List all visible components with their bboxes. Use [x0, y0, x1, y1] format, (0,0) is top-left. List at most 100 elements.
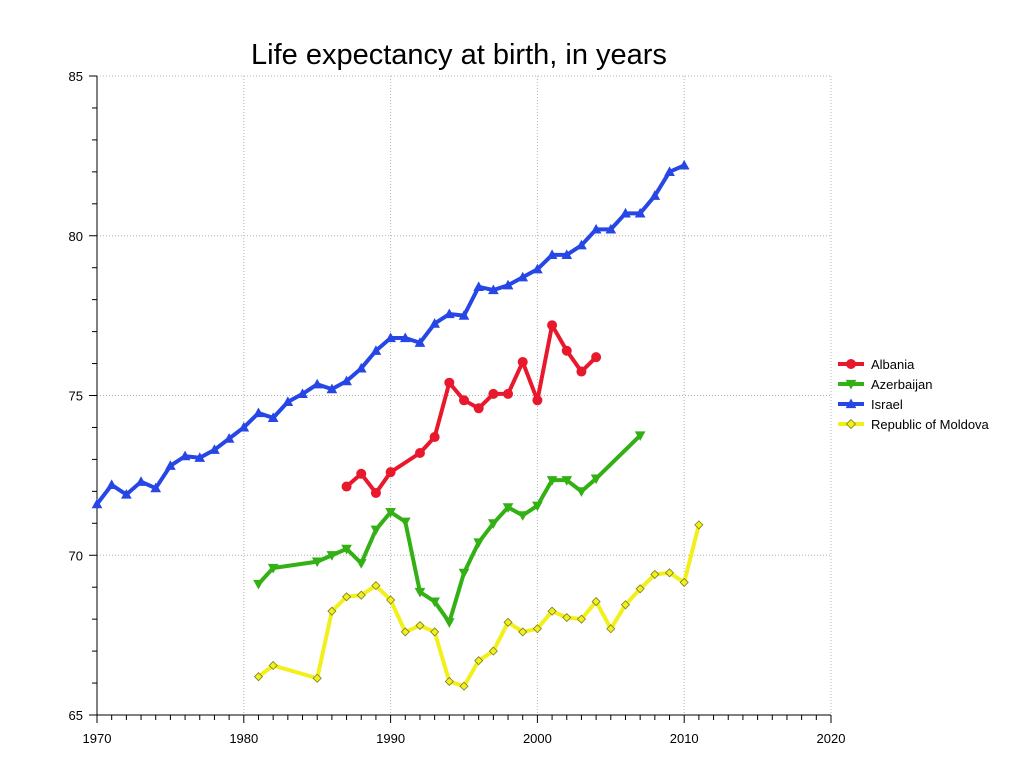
data-point-israel — [678, 159, 690, 170]
data-point-azerbaijan — [429, 597, 440, 608]
data-point-albania — [429, 432, 440, 443]
data-point-azerbaijan — [326, 551, 338, 561]
data-point-republic-of-moldova — [664, 568, 675, 578]
data-point-albania — [385, 467, 396, 478]
data-point-republic-of-moldova — [503, 617, 513, 627]
data-point-israel — [253, 407, 264, 418]
x-tick-label: 2000 — [523, 731, 552, 746]
data-point-albania — [488, 388, 499, 399]
legend: Albania Azerbaijan Israel Republic of Moldo… — [838, 357, 990, 432]
data-point-republic-of-moldova — [532, 624, 542, 634]
data-point-israel — [590, 223, 602, 234]
data-point-israel — [91, 498, 103, 509]
data-point-israel — [429, 318, 440, 328]
x-tick-label: 1990 — [376, 731, 405, 746]
data-point-israel — [399, 332, 411, 343]
data-point-israel — [502, 279, 514, 290]
data-point-azerbaijan — [634, 431, 646, 441]
chart-title: Life expectancy at birth, in years — [251, 39, 667, 71]
data-point-azerbaijan — [385, 508, 396, 518]
data-point-israel — [267, 412, 279, 422]
data-point-israel — [355, 362, 367, 373]
series-republic-of-moldova — [253, 520, 704, 691]
data-point-israel — [135, 476, 147, 486]
data-point-israel — [414, 337, 426, 347]
y-tick-label: 85 — [69, 69, 83, 84]
data-point-israel — [194, 452, 206, 462]
legend-item-israel: Israel — [838, 397, 903, 412]
x-tick-label: 2020 — [817, 731, 846, 746]
x-tick-label: 1970 — [83, 731, 112, 746]
data-point-albania — [414, 448, 425, 459]
data-point-albania — [532, 395, 543, 406]
data-point-azerbaijan — [590, 474, 602, 485]
data-point-israel — [546, 249, 558, 260]
series-group — [91, 159, 704, 691]
series-albania — [341, 320, 602, 498]
data-point-azerbaijan — [473, 538, 485, 548]
data-point-republic-of-moldova — [268, 660, 278, 671]
data-point-republic-of-moldova — [474, 656, 484, 666]
legend-marker-albania — [846, 359, 856, 369]
data-point-albania — [503, 388, 514, 399]
data-point-azerbaijan — [458, 568, 470, 579]
legend-label-albania: Albania — [871, 357, 915, 372]
data-point-republic-of-moldova — [635, 584, 645, 594]
data-point-israel — [179, 450, 191, 461]
data-point-israel — [150, 482, 162, 493]
data-point-israel — [209, 444, 220, 454]
data-point-israel — [385, 332, 396, 343]
data-point-israel — [517, 271, 529, 282]
data-point-azerbaijan — [576, 487, 587, 497]
data-point-azerbaijan — [355, 559, 367, 569]
data-point-israel — [341, 375, 352, 386]
data-point-israel — [370, 345, 382, 355]
data-point-israel — [238, 421, 250, 432]
data-point-azerbaijan — [488, 519, 499, 529]
x-tick-label: 1980 — [229, 731, 258, 746]
data-point-azerbaijan — [341, 544, 352, 555]
legend-item-azerbaijan: Azerbaijan — [838, 377, 932, 392]
data-point-republic-of-moldova — [459, 681, 469, 691]
data-point-republic-of-moldova — [488, 646, 498, 656]
data-point-albania — [576, 366, 587, 377]
data-point-republic-of-moldova — [415, 620, 425, 631]
data-point-republic-of-moldova — [400, 627, 410, 637]
data-point-albania — [356, 468, 367, 479]
data-point-israel — [443, 308, 455, 319]
data-point-republic-of-moldova — [562, 612, 572, 623]
data-point-republic-of-moldova — [694, 520, 704, 530]
y-tick-label: 80 — [69, 229, 83, 244]
data-point-republic-of-moldova — [430, 627, 440, 637]
data-point-republic-of-moldova — [576, 614, 587, 624]
data-point-republic-of-moldova — [371, 581, 381, 591]
legend-marker-azerbaijan — [845, 379, 857, 390]
y-tick-label: 75 — [69, 389, 83, 404]
data-point-republic-of-moldova — [444, 676, 454, 687]
data-point-israel — [165, 460, 176, 470]
legend-label-azerbaijan: Azerbaijan — [871, 377, 932, 392]
data-point-azerbaijan — [253, 579, 264, 590]
data-point-republic-of-moldova — [356, 590, 366, 600]
data-point-azerbaijan — [443, 618, 455, 628]
legend-marker-israel — [845, 398, 857, 409]
data-point-azerbaijan — [311, 557, 323, 568]
series-israel — [91, 159, 690, 509]
data-point-azerbaijan — [399, 517, 411, 528]
data-point-israel — [121, 489, 132, 499]
data-point-israel — [634, 207, 646, 218]
data-point-republic-of-moldova — [650, 569, 660, 579]
data-point-azerbaijan — [532, 501, 543, 512]
data-point-azerbaijan — [561, 476, 573, 486]
data-point-republic-of-moldova — [591, 597, 601, 607]
data-point-israel — [620, 207, 631, 218]
data-point-azerbaijan — [267, 563, 279, 574]
y-tick-label: 65 — [69, 708, 83, 723]
data-point-albania — [547, 320, 558, 331]
data-point-israel — [297, 388, 308, 399]
data-point-republic-of-moldova — [547, 606, 557, 616]
data-point-republic-of-moldova — [327, 606, 337, 616]
legend-item-albania: Albania — [838, 357, 915, 372]
legend-label-israel: Israel — [871, 397, 903, 412]
legend-item-republic-of-moldova: Republic of Moldova — [838, 417, 990, 432]
